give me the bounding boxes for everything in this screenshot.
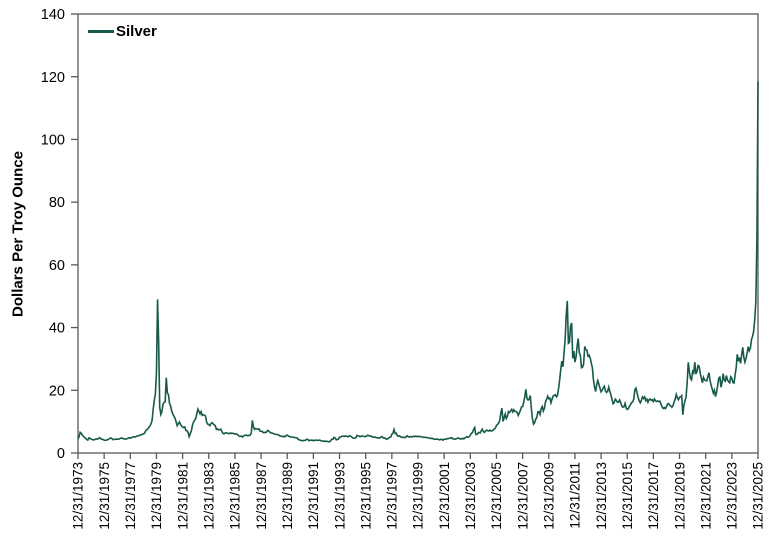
x-tick-label: 12/31/1989 xyxy=(280,462,295,530)
silver-series-line xyxy=(77,81,759,443)
x-tick-label: 12/31/1999 xyxy=(411,462,426,530)
x-tick-label: 12/31/2011 xyxy=(568,462,583,529)
legend: Silver xyxy=(88,23,157,40)
legend-line-swatch xyxy=(88,30,114,33)
x-tick-label: 12/31/2005 xyxy=(489,462,504,530)
x-tick-label: 12/31/1987 xyxy=(254,462,269,530)
y-tick-label: 0 xyxy=(57,446,65,462)
x-tick-label: 12/31/1983 xyxy=(201,462,216,530)
x-tick-label: 12/31/1975 xyxy=(97,462,112,530)
x-tick-label: 12/31/2023 xyxy=(725,462,740,530)
y-tick-label: 20 xyxy=(49,383,65,399)
x-tick-label: 12/31/1993 xyxy=(332,462,347,530)
x-tick-label: 12/31/2013 xyxy=(594,462,609,530)
y-tick-label: 40 xyxy=(49,321,65,337)
y-tick-label: 120 xyxy=(41,70,65,86)
legend-series-label: Silver xyxy=(116,23,157,40)
y-tick-label: 80 xyxy=(49,195,65,211)
x-tick-label: 12/31/2009 xyxy=(541,462,556,530)
x-tick-label: 12/31/1979 xyxy=(149,462,164,530)
x-tick-label: 12/31/2007 xyxy=(515,462,530,530)
x-tick-label: 12/31/2025 xyxy=(751,462,766,530)
x-tick-label: 12/31/1981 xyxy=(175,462,190,530)
x-tick-label: 12/31/1977 xyxy=(123,462,138,530)
plot-border xyxy=(77,13,759,454)
y-tick-label: 60 xyxy=(49,258,65,274)
x-tick-label: 12/31/2001 xyxy=(437,462,452,530)
x-tick-label: 12/31/1985 xyxy=(228,462,243,530)
x-tick-label: 12/31/2003 xyxy=(463,462,478,530)
x-tick-label: 12/31/1991 xyxy=(306,462,321,530)
x-tick-label: 12/31/2021 xyxy=(698,462,713,530)
y-tick-label: 140 xyxy=(41,7,65,23)
y-tick-label: 100 xyxy=(41,133,65,149)
x-tick-label: 12/31/2017 xyxy=(646,462,661,530)
x-tick-label: 12/31/1973 xyxy=(71,462,86,530)
y-axis-title: Dollars Per Troy Ounce xyxy=(9,151,27,317)
x-tick-label: 12/31/2015 xyxy=(620,462,635,530)
x-tick-label: 12/31/1997 xyxy=(385,462,400,530)
x-tick-label: 12/31/2019 xyxy=(672,462,687,530)
x-tick-label: 12/31/1995 xyxy=(358,462,373,530)
